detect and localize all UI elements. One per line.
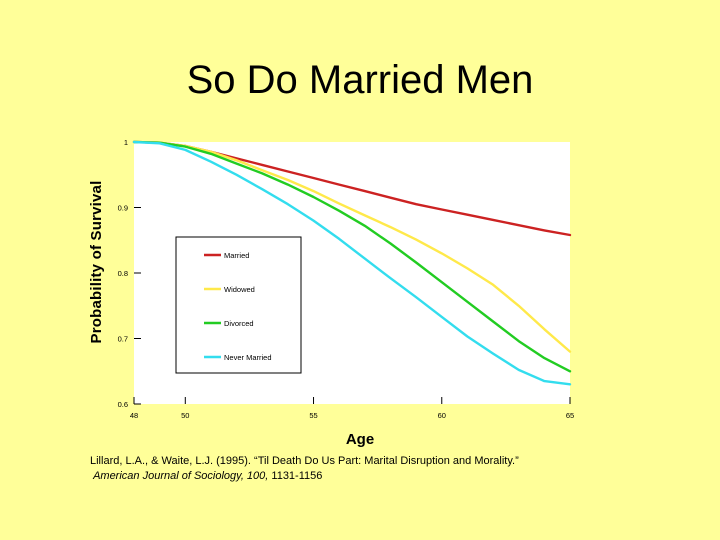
x-tick-label: 65 <box>566 411 574 420</box>
legend-label: Never Married <box>224 353 272 362</box>
y-tick-label: 0.8 <box>118 269 128 278</box>
citation-pages: 1131-1156 <box>268 470 323 482</box>
y-tick-label: 0.7 <box>118 335 128 344</box>
x-axis-label: Age <box>345 431 375 448</box>
x-tick-label: 60 <box>438 411 446 420</box>
x-tick-label: 55 <box>309 411 317 420</box>
y-tick-label: 0.9 <box>118 204 128 213</box>
citation-line-1: Lillard, L.A., & Waite, L.J. (1995). “Ti… <box>90 455 519 467</box>
y-tick-label: 1 <box>124 138 128 147</box>
series-line-widowed <box>132 140 572 353</box>
series-lines <box>132 140 572 386</box>
x-tick-label: 50 <box>181 411 189 420</box>
legend-label: Divorced <box>224 319 254 328</box>
y-tick-label: 0.6 <box>118 400 128 409</box>
citation: Lillard, L.A., & Waite, L.J. (1995). “Ti… <box>90 454 519 484</box>
legend: Married Widowed Divorced Never Married <box>175 236 302 374</box>
y-axis-label: Probability of Survival <box>88 180 105 344</box>
citation-journal: American Journal of Sociology, 100, <box>93 470 269 482</box>
series-line-divorced <box>132 140 572 373</box>
legend-box <box>175 236 302 374</box>
legend-label: Widowed <box>224 285 255 294</box>
axes: 0.6 0.7 0.8 0.9 1 48 50 55 60 65 <box>118 138 575 420</box>
slide-title: So Do Married Men <box>186 58 534 102</box>
x-tick-label: 48 <box>130 411 138 420</box>
citation-line-2: American Journal of Sociology, 100, 1131… <box>90 469 519 484</box>
legend-label: Married <box>224 251 249 260</box>
series-line-never-married <box>132 140 572 386</box>
